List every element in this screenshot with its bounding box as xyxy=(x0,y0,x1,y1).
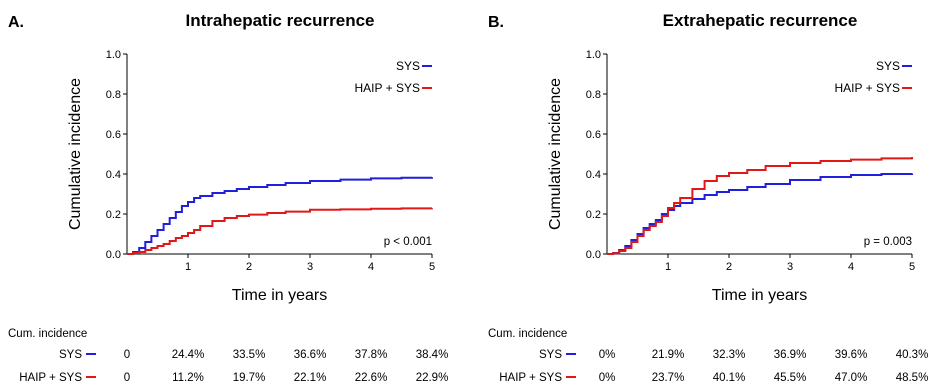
b-x-tick-label-3: 4 xyxy=(848,261,854,273)
b-table-cell-0-2: 32.3% xyxy=(713,349,746,361)
b-table-cell-1-5: 48.5% xyxy=(896,372,929,384)
a-table-cell-1-2: 19.7% xyxy=(233,372,266,384)
a-table-cell-1-1: 11.2% xyxy=(172,372,204,384)
b-x-tick-label-0: 1 xyxy=(665,261,671,273)
b-table-row-label-0: SYS xyxy=(539,349,562,361)
b-table-cell-1-0: 0% xyxy=(599,372,616,384)
b-x-tick-label-4: 5 xyxy=(909,261,915,273)
a-table-cell-0-1: 24.4% xyxy=(172,349,205,361)
b-table-cell-0-0: 0% xyxy=(599,349,616,361)
a-y-tick-label-4: 0.8 xyxy=(106,89,121,101)
a-legend-label-1: HAIP + SYS xyxy=(355,81,420,95)
a-table-cell-0-2: 33.5% xyxy=(233,349,266,361)
b-table-row-label-1: HAIP + SYS xyxy=(499,372,562,384)
a-table-header: Cum. incidence xyxy=(8,328,87,340)
a-table-cell-0-0: 0 xyxy=(124,349,130,361)
a-table-cell-0-5: 38.4% xyxy=(416,349,449,361)
a-y-tick-label-1: 0.2 xyxy=(106,209,121,221)
a-table-cell-1-5: 22.9% xyxy=(416,372,449,384)
a-chart-title: Intrahepatic recurrence xyxy=(186,11,375,30)
a-series-line-haip-sys xyxy=(127,207,433,255)
b-p-value: p = 0.003 xyxy=(864,236,912,248)
a-x-tick-label-4: 5 xyxy=(429,261,435,273)
a-legend-label-0: SYS xyxy=(396,59,420,73)
a-table-cell-0-3: 36.6% xyxy=(294,349,327,361)
b-table-cell-0-5: 40.3% xyxy=(896,349,929,361)
a-y-tick-label-3: 0.6 xyxy=(106,129,121,141)
a-x-tick-label-2: 3 xyxy=(307,261,313,273)
a-table-row-label-1: HAIP + SYS xyxy=(19,372,82,384)
a-y-axis-title: Cumulative incidence xyxy=(67,78,84,230)
b-table-cell-0-3: 36.9% xyxy=(774,349,807,361)
b-x-tick-label-2: 3 xyxy=(787,261,793,273)
b-y-tick-label-0: 0.0 xyxy=(586,249,601,261)
b-legend-label-0: SYS xyxy=(876,59,900,73)
b-y-tick-label-2: 0.4 xyxy=(586,169,601,181)
b-table-header: Cum. incidence xyxy=(488,328,567,340)
b-panel-label: B. xyxy=(488,14,504,31)
a-x-tick-label-3: 4 xyxy=(368,261,374,273)
panel-a: A. Intrahepatic recurrence 0.0 0.2 0.4 0.6 0.8… xyxy=(0,0,468,388)
a-x-tick-label-1: 2 xyxy=(246,261,252,273)
a-y-tick-label-0: 0.0 xyxy=(106,249,121,261)
a-table-cell-0-4: 37.8% xyxy=(355,349,388,361)
b-x-axis-title: Time in years xyxy=(712,287,807,304)
a-series-line-sys xyxy=(127,176,433,255)
a-x-tick-label-0: 1 xyxy=(185,261,191,273)
b-table-cell-0-1: 21.9% xyxy=(652,349,685,361)
b-y-tick-label-4: 0.8 xyxy=(586,89,601,101)
a-table-cell-1-0: 0 xyxy=(124,372,130,384)
a-table-cell-1-3: 22.1% xyxy=(294,372,327,384)
a-table-row-label-0: SYS xyxy=(59,349,82,361)
chart-b: B. Extrahepatic recurrence 0.0 0.2 0.4 0.6 0.8… xyxy=(488,11,929,384)
b-table-cell-0-4: 39.6% xyxy=(835,349,868,361)
chart-a: A. Intrahepatic recurrence 0.0 0.2 0.4 0.6 0.8… xyxy=(8,11,449,384)
a-table-cell-1-4: 22.6% xyxy=(355,372,388,384)
b-x-tick-label-1: 2 xyxy=(726,261,732,273)
a-panel-label: A. xyxy=(8,14,24,31)
b-series-line-haip-sys xyxy=(607,157,913,255)
b-y-tick-label-5: 1.0 xyxy=(586,49,601,61)
b-table-cell-1-3: 45.5% xyxy=(774,372,807,384)
b-y-tick-label-1: 0.2 xyxy=(586,209,601,221)
b-table-cell-1-1: 23.7% xyxy=(652,372,685,384)
a-y-tick-label-5: 1.0 xyxy=(106,49,121,61)
panel-b: B. Extrahepatic recurrence 0.0 0.2 0.4 0.6 0.8… xyxy=(480,0,937,388)
b-chart-title: Extrahepatic recurrence xyxy=(663,11,858,30)
b-y-tick-label-3: 0.6 xyxy=(586,129,601,141)
a-y-tick-label-2: 0.4 xyxy=(106,169,121,181)
b-y-axis-title: Cumulative incidence xyxy=(547,78,564,230)
a-p-value: p < 0.001 xyxy=(384,236,432,248)
b-legend-label-1: HAIP + SYS xyxy=(835,81,900,95)
b-table-cell-1-2: 40.1% xyxy=(713,372,746,384)
a-x-axis-title: Time in years xyxy=(232,287,327,304)
b-table-cell-1-4: 47.0% xyxy=(835,372,868,384)
